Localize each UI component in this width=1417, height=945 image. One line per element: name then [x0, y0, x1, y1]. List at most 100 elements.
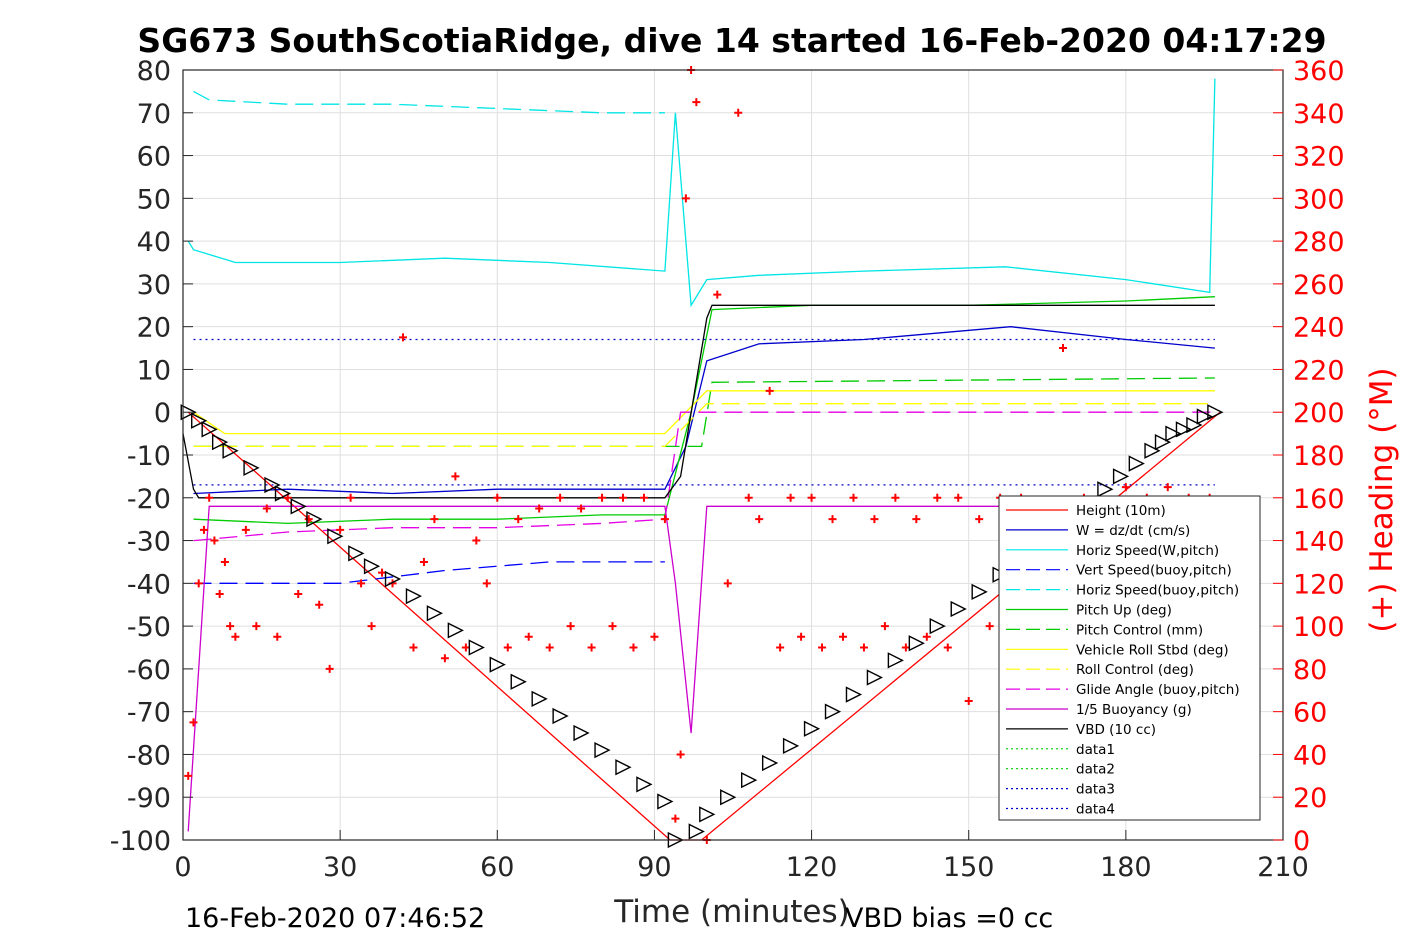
- right-tick-label: 320: [1293, 142, 1345, 173]
- heading-point: [346, 493, 355, 502]
- heading-point: [231, 632, 240, 641]
- height-marker: [636, 776, 653, 793]
- heading-point: [807, 493, 816, 502]
- series-line-8: [193, 403, 1215, 448]
- height-marker: [741, 771, 758, 789]
- right-tick-label: 260: [1293, 270, 1345, 301]
- height-marker: [348, 545, 365, 562]
- legend-label: Pitch Up (deg): [1076, 603, 1172, 619]
- heading-point: [660, 515, 669, 524]
- right-tick-label: 180: [1293, 441, 1345, 472]
- heading-point: [535, 504, 544, 513]
- heading-point: [556, 493, 565, 502]
- heading-point: [650, 632, 659, 641]
- height-marker: [489, 656, 506, 673]
- legend-label: data2: [1076, 762, 1115, 778]
- heading-point: [880, 622, 889, 631]
- series-line-2: [187, 78, 1216, 308]
- heading-point: [912, 515, 921, 524]
- height-marker: [468, 639, 485, 656]
- heading-point: [472, 536, 481, 545]
- heading-point: [954, 493, 963, 502]
- heading-point: [378, 568, 387, 577]
- height-marker: [1097, 481, 1114, 498]
- heading-point: [220, 557, 229, 566]
- legend-label: data1: [1076, 742, 1115, 758]
- heading-point: [184, 771, 193, 780]
- heading-point: [199, 525, 208, 534]
- left-tick-label: -60: [127, 655, 171, 686]
- left-tick-label: 10: [137, 355, 171, 386]
- right-tick-label: 120: [1293, 569, 1345, 600]
- right-tick-label: 40: [1293, 740, 1327, 771]
- height-marker: [180, 404, 197, 421]
- height-marker: [929, 617, 946, 635]
- height-marker: [363, 558, 381, 575]
- end-timestamp: 16-Feb-2020 07:46:52: [185, 903, 485, 934]
- legend-label: W = dz/dt (cm/s): [1076, 523, 1190, 539]
- height-marker: [274, 485, 292, 502]
- left-tick-label: 20: [137, 313, 171, 344]
- heading-point: [325, 664, 334, 673]
- heading-point: [598, 493, 607, 502]
- heading-point: [545, 643, 554, 652]
- vbd-bias-note: VBD bias =0 cc: [845, 903, 1053, 934]
- height-triangle-markers: [180, 404, 1224, 849]
- heading-point: [619, 493, 627, 502]
- heading-point: [818, 643, 827, 652]
- x-tick-label: 150: [943, 852, 995, 883]
- heading-point: [205, 493, 214, 502]
- height-marker: [761, 754, 779, 772]
- height-marker: [552, 707, 569, 725]
- height-marker: [447, 622, 464, 639]
- height-marker: [222, 442, 239, 459]
- right-tick-label: 220: [1293, 355, 1345, 386]
- legend-label: Height (10m): [1076, 503, 1166, 519]
- height-marker: [290, 498, 307, 515]
- heading-point: [975, 515, 984, 524]
- heading-point: [503, 643, 512, 652]
- height-marker: [1186, 416, 1203, 434]
- heading-point: [440, 654, 449, 663]
- heading-point: [357, 579, 366, 588]
- heading-point: [723, 579, 732, 588]
- heading-point: [713, 290, 722, 299]
- heading-point: [524, 632, 533, 641]
- series-layer: [182, 78, 1221, 841]
- left-tick-label: 60: [137, 142, 171, 173]
- heading-point: [304, 515, 313, 524]
- height-marker: [824, 703, 842, 720]
- legend-label: data3: [1076, 782, 1115, 798]
- heading-point: [755, 515, 764, 524]
- x-tick-label: 60: [480, 852, 514, 883]
- right-tick-label: 80: [1293, 655, 1327, 686]
- heading-point: [985, 622, 994, 631]
- heading-point: [226, 622, 235, 631]
- heading-point: [294, 590, 303, 599]
- heading-point: [252, 622, 261, 631]
- x-tick-label: 180: [1100, 852, 1152, 883]
- heading-point: [859, 643, 868, 652]
- height-marker: [1144, 442, 1161, 459]
- heading-point: [262, 504, 271, 513]
- heading-point: [587, 643, 596, 652]
- heading-point: [765, 386, 774, 395]
- heading-point: [1163, 483, 1172, 492]
- heading-point: [461, 643, 470, 652]
- heading-point: [577, 504, 586, 513]
- height-marker: [908, 635, 925, 652]
- heading-point: [943, 643, 952, 652]
- heading-point: [399, 333, 407, 342]
- heading-point: [797, 632, 806, 641]
- heading-point: [215, 590, 224, 599]
- heading-point: [901, 643, 910, 652]
- heading-point: [566, 622, 575, 631]
- height-marker: [887, 652, 904, 669]
- height-marker: [201, 421, 218, 438]
- left-tick-label: 80: [137, 56, 171, 87]
- heading-point: [367, 622, 376, 631]
- height-marker: [1207, 404, 1224, 421]
- left-axis-ticks: 80 70 60 50 40 30 20 10 0 -10 -20 -30 -40 -50 -60 -70 -8…: [110, 56, 193, 857]
- height-marker: [866, 669, 883, 686]
